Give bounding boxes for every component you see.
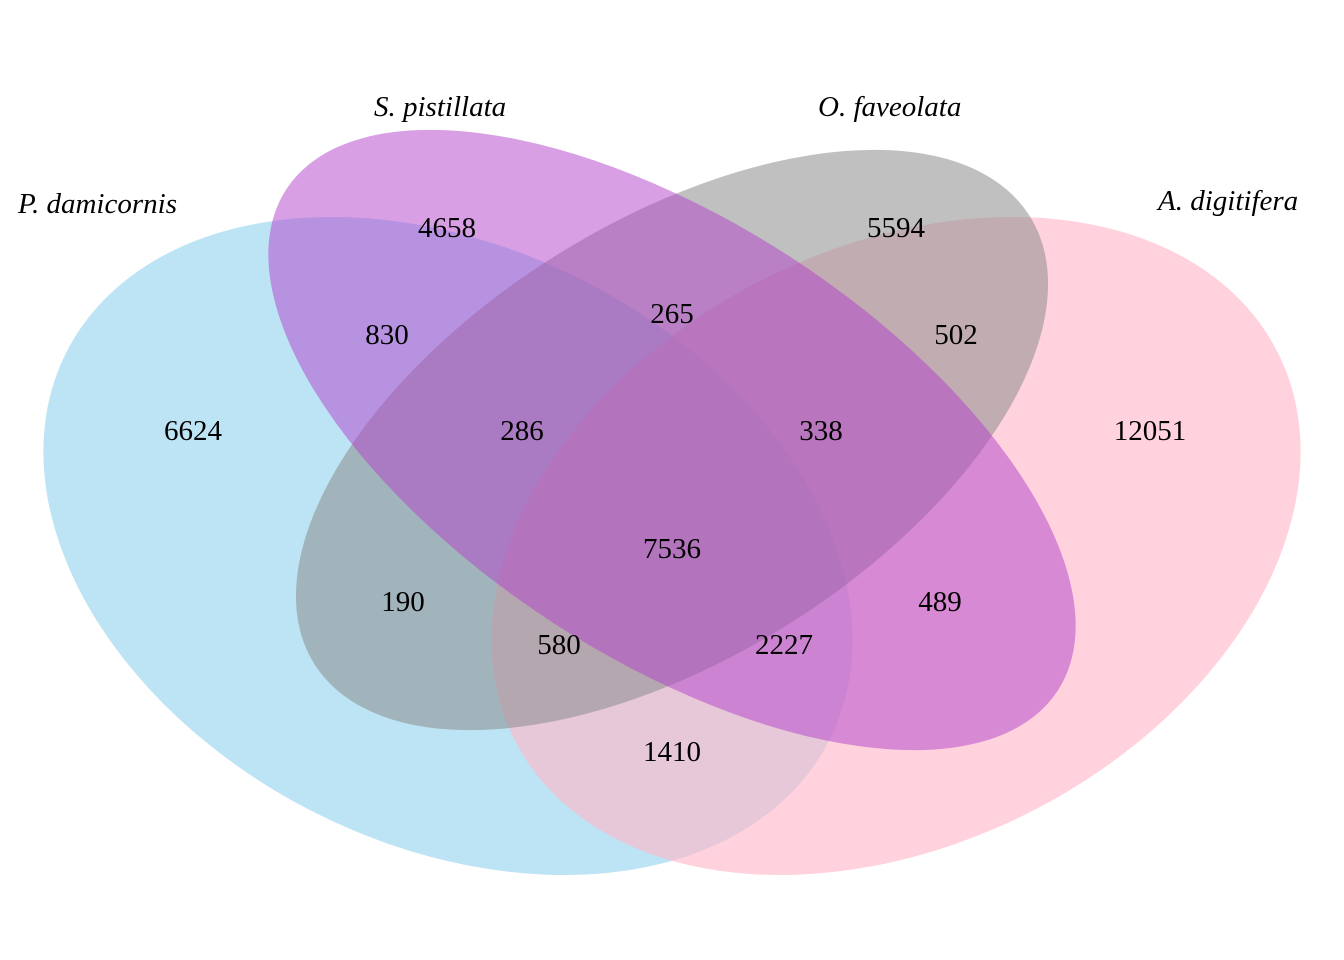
count-all-four: 7536 <box>643 533 701 565</box>
count-s-pistillata-only: 4658 <box>418 212 476 244</box>
count-o-faveolata-only: 5594 <box>867 212 926 244</box>
count-pdam-ofav: 190 <box>381 586 425 618</box>
set-label-s-pistillata: S. pistillata <box>374 91 506 123</box>
count-spis-ofav-adig: 338 <box>799 415 843 447</box>
count-pdam-ofav-adig: 580 <box>537 629 581 661</box>
count-pdam-spis-ofav: 286 <box>500 415 544 447</box>
set-ellipse-s-pistillata <box>268 129 1076 751</box>
set-label-o-faveolata: O. faveolata <box>818 91 961 123</box>
set-label-p-damicornis: P. damicornis <box>17 188 177 220</box>
count-spis-ofav: 265 <box>650 298 694 330</box>
count-pdam-spis-adig: 2227 <box>755 629 813 661</box>
count-ofav-adig: 502 <box>934 319 978 351</box>
count-p-damicornis-only: 6624 <box>164 415 223 447</box>
count-spis-adig: 489 <box>918 586 962 618</box>
set-label-a-digitifera: A. digitifera <box>1156 185 1298 217</box>
count-pdam-spis: 830 <box>365 319 409 351</box>
count-a-digitifera-only: 12051 <box>1114 415 1187 447</box>
count-pdam-adig: 1410 <box>643 736 701 768</box>
